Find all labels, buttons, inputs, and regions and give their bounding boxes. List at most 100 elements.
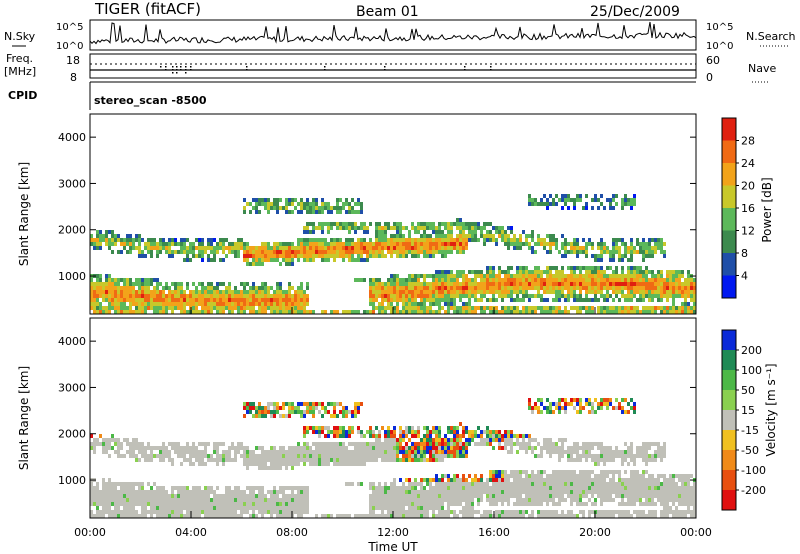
heatmap-cell [123, 238, 126, 242]
heatmap-cell [519, 498, 522, 502]
heatmap-cell [267, 246, 270, 250]
heatmap-cell [483, 490, 486, 494]
heatmap-cell [378, 446, 381, 450]
heatmap-cell [189, 502, 192, 506]
heatmap-cell [228, 246, 231, 250]
heatmap-cell [558, 446, 561, 450]
heatmap-cell [360, 434, 363, 438]
heatmap-cell [168, 306, 171, 310]
heatmap-cell [297, 490, 300, 494]
heatmap-cell [399, 298, 402, 302]
heatmap-cell [255, 298, 258, 302]
heatmap-cell [432, 278, 435, 282]
heatmap-cell [102, 438, 105, 442]
heatmap-cell [378, 438, 381, 442]
heatmap-cell [552, 474, 555, 478]
heatmap-cell [150, 302, 153, 306]
heatmap-cell [138, 310, 141, 314]
heatmap-cell [231, 290, 234, 294]
heatmap-cell [597, 258, 600, 262]
heatmap-cell [408, 494, 411, 498]
heatmap-cell [180, 242, 183, 246]
heatmap-cell [576, 246, 579, 250]
heatmap-cell [204, 486, 207, 490]
heatmap-cell [96, 438, 99, 442]
heatmap-cell [399, 250, 402, 254]
heatmap-cell [189, 498, 192, 502]
heatmap-cell [465, 446, 468, 450]
heatmap-cell [444, 270, 447, 274]
heatmap-cell [564, 486, 567, 490]
heatmap-cell [510, 310, 513, 314]
heatmap-cell [525, 470, 528, 474]
heatmap-cell [687, 306, 690, 310]
heatmap-cell [183, 302, 186, 306]
heatmap-cell [219, 514, 222, 518]
heatmap-cell [693, 310, 696, 314]
heatmap-cell [306, 254, 309, 258]
heatmap-cell [282, 306, 285, 310]
heatmap-cell [237, 246, 240, 250]
heatmap-cell [423, 498, 426, 502]
heatmap-cell [210, 294, 213, 298]
heatmap-cell [324, 250, 327, 254]
heatmap-cell [537, 410, 540, 414]
heatmap-cell [345, 430, 348, 434]
heatmap-cell [579, 194, 582, 198]
heatmap-cell [504, 430, 507, 434]
heatmap-cell [360, 206, 363, 210]
heatmap-cell [279, 310, 282, 314]
heatmap-cell [93, 450, 96, 454]
heatmap-cell [417, 238, 420, 242]
heatmap-cell [315, 462, 318, 466]
heatmap-cell [657, 298, 660, 302]
heatmap-cell [315, 210, 318, 214]
heatmap-cell [102, 510, 105, 514]
heatmap-cell [339, 514, 342, 518]
heatmap-cell [192, 310, 195, 314]
heatmap-cell [90, 502, 93, 506]
heatmap-cell [99, 282, 102, 286]
heatmap-cell [336, 462, 339, 466]
heatmap-cell [468, 238, 471, 242]
heatmap-cell [405, 250, 408, 254]
heatmap-cell [120, 454, 123, 458]
heatmap-cell [156, 506, 159, 510]
heatmap-cell [180, 454, 183, 458]
heatmap-cell [447, 502, 450, 506]
heatmap-cell [315, 514, 318, 518]
heatmap-cell [393, 246, 396, 250]
heatmap-cell [114, 278, 117, 282]
heatmap-cell [522, 274, 525, 278]
heatmap-cell [216, 310, 219, 314]
heatmap-cell [675, 290, 678, 294]
heatmap-cell [192, 282, 195, 286]
heatmap-cell [123, 514, 126, 518]
heatmap-cell [459, 502, 462, 506]
heatmap-cell [324, 462, 327, 466]
heatmap-cell [285, 242, 288, 246]
heatmap-cell [204, 450, 207, 454]
heatmap-cell [369, 426, 372, 430]
nave-tick-low: 0 [706, 71, 713, 84]
heatmap-cell [423, 454, 426, 458]
heatmap-cell [441, 502, 444, 506]
heatmap-cell [516, 238, 519, 242]
heatmap-cell [114, 510, 117, 514]
heatmap-cell [228, 498, 231, 502]
heatmap-cell [558, 274, 561, 278]
heatmap-cell [516, 470, 519, 474]
heatmap-cell [618, 298, 621, 302]
heatmap-cell [285, 258, 288, 262]
heatmap-cell [579, 282, 582, 286]
heatmap-cell [558, 306, 561, 310]
heatmap-cell [288, 282, 291, 286]
heatmap-cell [141, 454, 144, 458]
heatmap-cell [426, 458, 429, 462]
heatmap-cell [246, 486, 249, 490]
heatmap-cell [108, 286, 111, 290]
heatmap-cell [537, 470, 540, 474]
heatmap-cell [303, 494, 306, 498]
heatmap-cell [375, 222, 378, 226]
heatmap-cell [549, 246, 552, 250]
